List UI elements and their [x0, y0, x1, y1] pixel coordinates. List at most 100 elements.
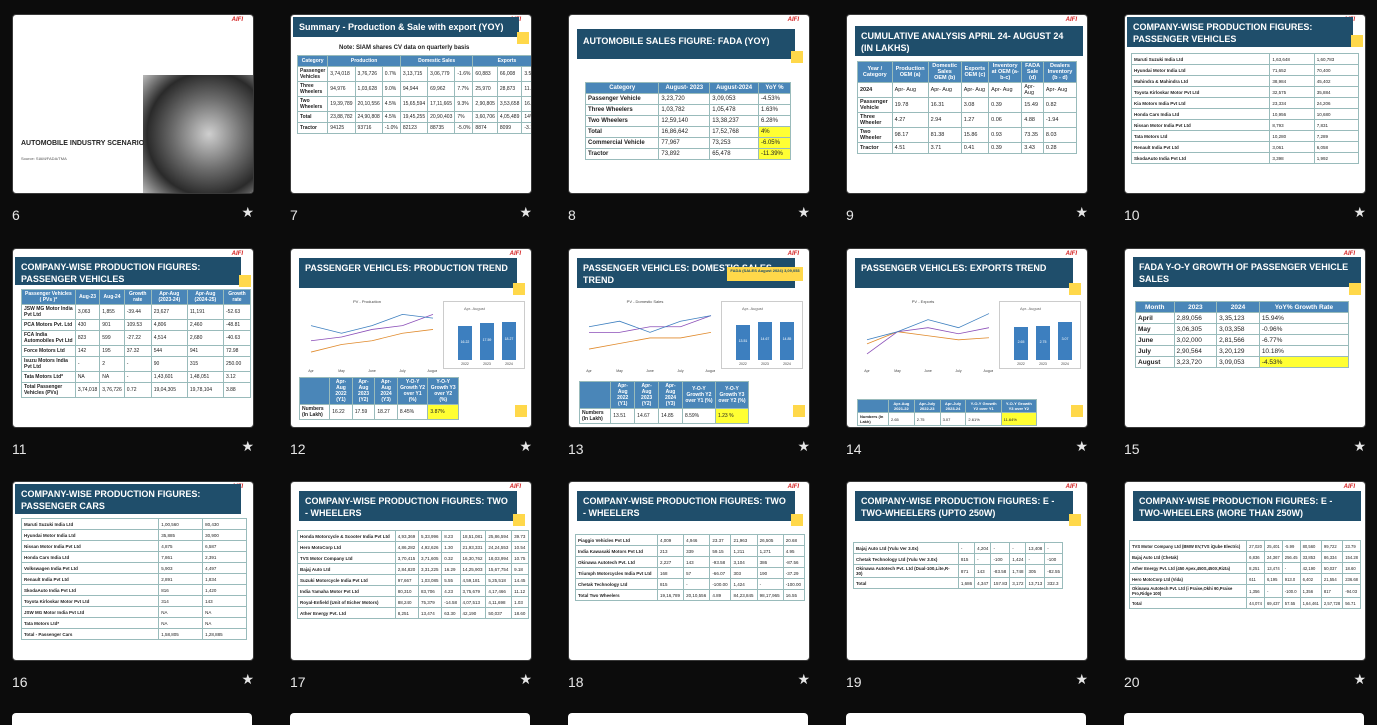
slide-16[interactable]: AIFI COMPANY-WISE PRODUCTION FIGURES: PA…	[12, 481, 254, 661]
table-cell: 11.2%	[521, 81, 531, 97]
slide-thumbnail-18[interactable]: AIFI COMPANY-WISE PRODUCTION FIGURES: TW…	[568, 481, 810, 690]
star-icon[interactable]: ★	[1353, 438, 1366, 454]
aifi-logo: AIFI	[231, 17, 243, 23]
bar: 14.67	[758, 322, 772, 360]
slide-thumbnail-20[interactable]: AIFI COMPANY-WISE PRODUCTION FIGURES: E …	[1124, 481, 1366, 690]
table-row: Total Two Wheelers 19,16,789 20,10,556 4.89…	[574, 589, 806, 601]
slide-thumbnail-8[interactable]: AIFI AUTOMOBILE SALES FIGURE: FADA (YOY)…	[568, 14, 810, 223]
bar-chart: Apr- August 2.65 2022 2.75 2023 3.07 2024	[999, 301, 1081, 369]
star-icon[interactable]: ★	[1075, 438, 1088, 454]
slide-thumbnail-21[interactable]	[12, 713, 252, 725]
table-cell: 10.54	[511, 541, 529, 553]
table-row: Chetak Technology Ltd (Yulu Ver 3.0x) 815…	[853, 553, 1063, 565]
slide-11[interactable]: AIFI COMPANY-WISE PRODUCTION FIGURES: PA…	[12, 248, 254, 428]
table-cell: Toyota Kirloskar Motor Pvt Ltd	[20, 595, 160, 607]
table-cell: 80,310	[394, 585, 419, 597]
slide-14[interactable]: AIFI PASSENGER VEHICLES: EXPORTS TREND P…	[846, 248, 1088, 428]
slide-thumbnail-24[interactable]	[846, 713, 1086, 725]
star-icon[interactable]: ★	[1353, 671, 1366, 687]
slide-18[interactable]: AIFI COMPANY-WISE PRODUCTION FIGURES: TW…	[568, 481, 810, 661]
table-cell: -	[683, 578, 711, 590]
table-row: India Yamaha Motor Pvt Ltd 80,310 83,706 4.…	[297, 585, 529, 597]
table-cell: 42,190	[459, 607, 487, 619]
star-icon[interactable]: ★	[1075, 204, 1088, 220]
table-cell: 2,57,728	[1320, 597, 1344, 609]
table-cell: 20.68	[782, 534, 806, 546]
table-cell: 20,10,556	[683, 589, 711, 601]
star-icon[interactable]: ★	[519, 204, 532, 220]
slide-20[interactable]: AIFI COMPANY-WISE PRODUCTION FIGURES: E …	[1124, 481, 1366, 661]
slide-thumbnail-10[interactable]: AIFI COMPANY-WISE PRODUCTION FIGURES: PA…	[1124, 14, 1366, 223]
table-cell: 73.35	[1021, 127, 1044, 143]
star-icon[interactable]: ★	[1075, 671, 1088, 687]
e-two-wheelers-table: TVS Motor Company Ltd (BMW EV,TVS iQube …	[1128, 540, 1361, 609]
x-tick-label: July	[677, 369, 683, 373]
table-cell: 941	[186, 345, 224, 357]
table-cell: 4,05,489	[496, 111, 523, 123]
star-icon[interactable]: ★	[241, 671, 254, 687]
table-cell: April	[1135, 312, 1175, 324]
table-cell: 3,061	[1269, 141, 1315, 153]
table-cell: 97,667	[394, 574, 419, 586]
slide-thumbnail-16[interactable]: AIFI COMPANY-WISE PRODUCTION FIGURES: PA…	[12, 481, 254, 690]
slide-thumbnail-25[interactable]	[1124, 713, 1364, 725]
slide-8[interactable]: AIFI AUTOMOBILE SALES FIGURE: FADA (YOY)…	[568, 14, 810, 194]
table-cell: 4,946	[683, 534, 711, 546]
table-cell: 4.27	[891, 112, 929, 128]
slide-15[interactable]: AIFI FADA Y-O-Y GROWTH OF PASSENGER VEHI…	[1124, 248, 1366, 428]
table-cell: 82123	[399, 122, 429, 134]
star-icon[interactable]: ★	[797, 671, 810, 687]
table-cell: 1,271	[756, 545, 784, 557]
table-cell: 816	[158, 584, 204, 596]
summary-table: Category Production Domestic Sales Exports …	[296, 55, 531, 134]
table-row: Bajaj Auto Ltd 2,84,820 3,31,225 16.29 14,25…	[297, 563, 529, 575]
star-icon[interactable]: ★	[519, 671, 532, 687]
slide-7[interactable]: AIFI Summary - Production & Sale with ex…	[290, 14, 532, 194]
slide-thumbnail-13[interactable]: AIFI PASSENGER VEHICLES: DOMESTIC SALES …	[568, 248, 810, 457]
slide-number: 19	[846, 674, 862, 690]
slide-thumbnail-7[interactable]: AIFI Summary - Production & Sale with ex…	[290, 14, 532, 223]
slide-number: 18	[568, 674, 584, 690]
slide-thumbnail-12[interactable]: AIFI PASSENGER VEHICLES: PRODUCTION TREN…	[290, 248, 532, 457]
table-cell: 25,970	[472, 81, 498, 97]
table-cell: Ather Energy Pvt. Ltd	[297, 607, 396, 619]
table-row: Honda Motorcycle & Scooter India Pvt Ltd…	[297, 530, 529, 542]
slide-thumbnail-9[interactable]: AIFI CUMULATIVE ANALYSIS APRIL 24- AUGUS…	[846, 14, 1088, 223]
slide-thumbnail-17[interactable]: AIFI COMPANY-WISE PRODUCTION FIGURES: TW…	[290, 481, 532, 690]
table-cell: Apr- Aug	[960, 82, 990, 98]
table-header: Year / Category	[857, 61, 893, 83]
table-row: Numbers (In Lakh) 13.51 14.67 14.85 8.59% 1.2…	[578, 408, 750, 424]
company-production-table: Maruti Suzuki India Ltd 1,63,648 1,60,783 H…	[1130, 53, 1360, 164]
slide-19[interactable]: AIFI COMPANY-WISE PRODUCTION FIGURES: E …	[846, 481, 1088, 661]
table-cell: 4.95	[782, 545, 806, 557]
slide-thumbnail-14[interactable]: AIFI PASSENGER VEHICLES: EXPORTS TREND P…	[846, 248, 1088, 457]
table-cell: 2024	[857, 82, 893, 98]
slide-thumbnail-6[interactable]: AIFI AUTOMOBILE INDUSTRY SCENARIO Source…	[12, 14, 254, 223]
slide-13[interactable]: AIFI PASSENGER VEHICLES: DOMESTIC SALES …	[568, 248, 810, 428]
table-row: TVS Motor Company Ltd 3,70,415 3,71,605 0.3…	[297, 552, 529, 564]
star-icon[interactable]: ★	[241, 438, 254, 454]
table-cell: 3,60,706	[472, 111, 498, 123]
slide-10[interactable]: AIFI COMPANY-WISE PRODUCTION FIGURES: PA…	[1124, 14, 1366, 194]
slide-9[interactable]: AIFI CUMULATIVE ANALYSIS APRIL 24- AUGUS…	[846, 14, 1088, 194]
table-cell: 7,289	[1313, 130, 1360, 142]
slide-6[interactable]: AIFI AUTOMOBILE INDUSTRY SCENARIO Source…	[12, 14, 254, 194]
slide-thumbnail-11[interactable]: AIFI COMPANY-WISE PRODUCTION FIGURES: PA…	[12, 248, 254, 457]
star-icon[interactable]: ★	[519, 438, 532, 454]
slide-thumbnail-22[interactable]	[290, 713, 530, 725]
slide-title: AUTOMOBILE SALES FIGURE: FADA (YOY)	[577, 29, 795, 59]
star-icon[interactable]: ★	[1353, 204, 1366, 220]
star-icon[interactable]: ★	[797, 438, 810, 454]
line-chart: PV - Domestic Sales Apr May June July August	[586, 299, 715, 373]
table-cell: 80,560	[1299, 540, 1322, 552]
series-line	[310, 313, 434, 342]
slide-12[interactable]: AIFI PASSENGER VEHICLES: PRODUCTION TREN…	[290, 248, 532, 428]
star-icon[interactable]: ★	[797, 204, 810, 220]
table-cell: Total Passenger Vehicles (PVs)	[21, 382, 76, 398]
star-icon[interactable]: ★	[241, 204, 254, 220]
slide-thumbnail-15[interactable]: AIFI FADA Y-O-Y GROWTH OF PASSENGER VEHI…	[1124, 248, 1366, 457]
slide-thumbnail-19[interactable]: AIFI COMPANY-WISE PRODUCTION FIGURES: E …	[846, 481, 1088, 690]
slide-thumbnail-23[interactable]	[568, 713, 808, 725]
table-row: Tata Motors Ltd* NA NA -1,43,601 1,48,051 3.1…	[21, 371, 252, 383]
slide-17[interactable]: AIFI COMPANY-WISE PRODUCTION FIGURES: TW…	[290, 481, 532, 661]
